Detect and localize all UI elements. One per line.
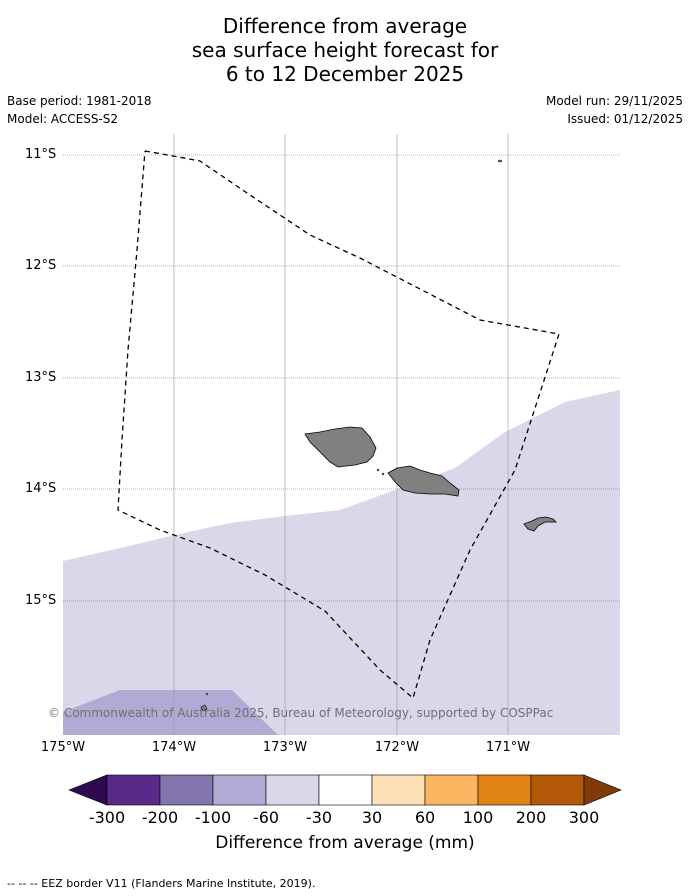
colorbar-tick: -200 (141, 808, 179, 827)
lon-label-172w: 172°W (374, 740, 420, 755)
colorbar (68, 774, 622, 806)
lon-label-174w: 174°W (151, 740, 197, 755)
colorbar-tick: -100 (194, 808, 232, 827)
colorbar-bin-7 (424, 774, 479, 806)
anomaly-region-light (63, 390, 620, 735)
title-line-2: sea surface height forecast for (191, 38, 499, 62)
title-line-1: Difference from average (222, 14, 468, 38)
wallis-islet (200, 704, 208, 712)
colorbar-tick: -60 (252, 808, 280, 827)
eez-legend: -- -- -- EEZ border V11 (Flanders Marine… (7, 877, 316, 890)
colorbar-tick: 100 (462, 808, 494, 827)
colorbar-tick: 60 (414, 808, 436, 827)
colorbar-bin-4 (265, 774, 320, 806)
tutuila-island (523, 516, 557, 532)
lat-label-13s: 13°S (25, 370, 57, 385)
colorbar-tick: -30 (305, 808, 333, 827)
copyright-notice: © Commonwealth of Australia 2025, Bureau… (48, 706, 554, 720)
futuna-islet (205, 692, 209, 696)
title-line-3: 6 to 12 December 2025 (225, 62, 465, 86)
colorbar-label: Difference from average (mm) (215, 833, 475, 853)
lat-label-14s: 14°S (25, 481, 57, 496)
colorbar-bin-2 (159, 774, 214, 806)
grid-lines (173, 134, 509, 735)
base-period: Base period: 1981-2018 (7, 94, 152, 108)
anomaly-region-medium (63, 690, 278, 735)
lat-label-15s: 15°S (25, 593, 57, 608)
lon-label-171w: 171°W (485, 740, 531, 755)
model-run: Model run: 29/11/2025 (545, 94, 683, 108)
colorbar-extend-left (68, 774, 108, 806)
colorbar-bin-8 (477, 774, 532, 806)
small-islets (376, 468, 385, 476)
savaii-island (304, 426, 377, 468)
colorbar-bin-3 (212, 774, 267, 806)
colorbar-bin-1 (106, 774, 161, 806)
colorbar-tick: 300 (568, 808, 600, 827)
map-title: Difference from average sea surface heig… (0, 14, 690, 86)
eez-border (117, 150, 560, 700)
lat-label-11s: 11°S (25, 147, 57, 162)
model-name: Model: ACCESS-S2 (7, 112, 119, 126)
colorbar-tick: 200 (515, 808, 547, 827)
colorbar-bin-6 (371, 774, 426, 806)
lon-label-173w: 173°W (262, 740, 308, 755)
upolu-island (387, 465, 460, 497)
colorbar-tick: 30 (361, 808, 383, 827)
lat-grid-lines (63, 154, 620, 602)
lon-label-175w: 175°W (40, 740, 86, 755)
colorbar-tick: -300 (88, 808, 126, 827)
issued-date: Issued: 01/12/2025 (567, 112, 683, 126)
colorbar-extend-right (583, 774, 622, 806)
colorbar-bin-5 (318, 774, 373, 806)
lat-label-12s: 12°S (25, 258, 57, 273)
colorbar-bin-9 (530, 774, 585, 806)
swains-islet (497, 159, 503, 163)
